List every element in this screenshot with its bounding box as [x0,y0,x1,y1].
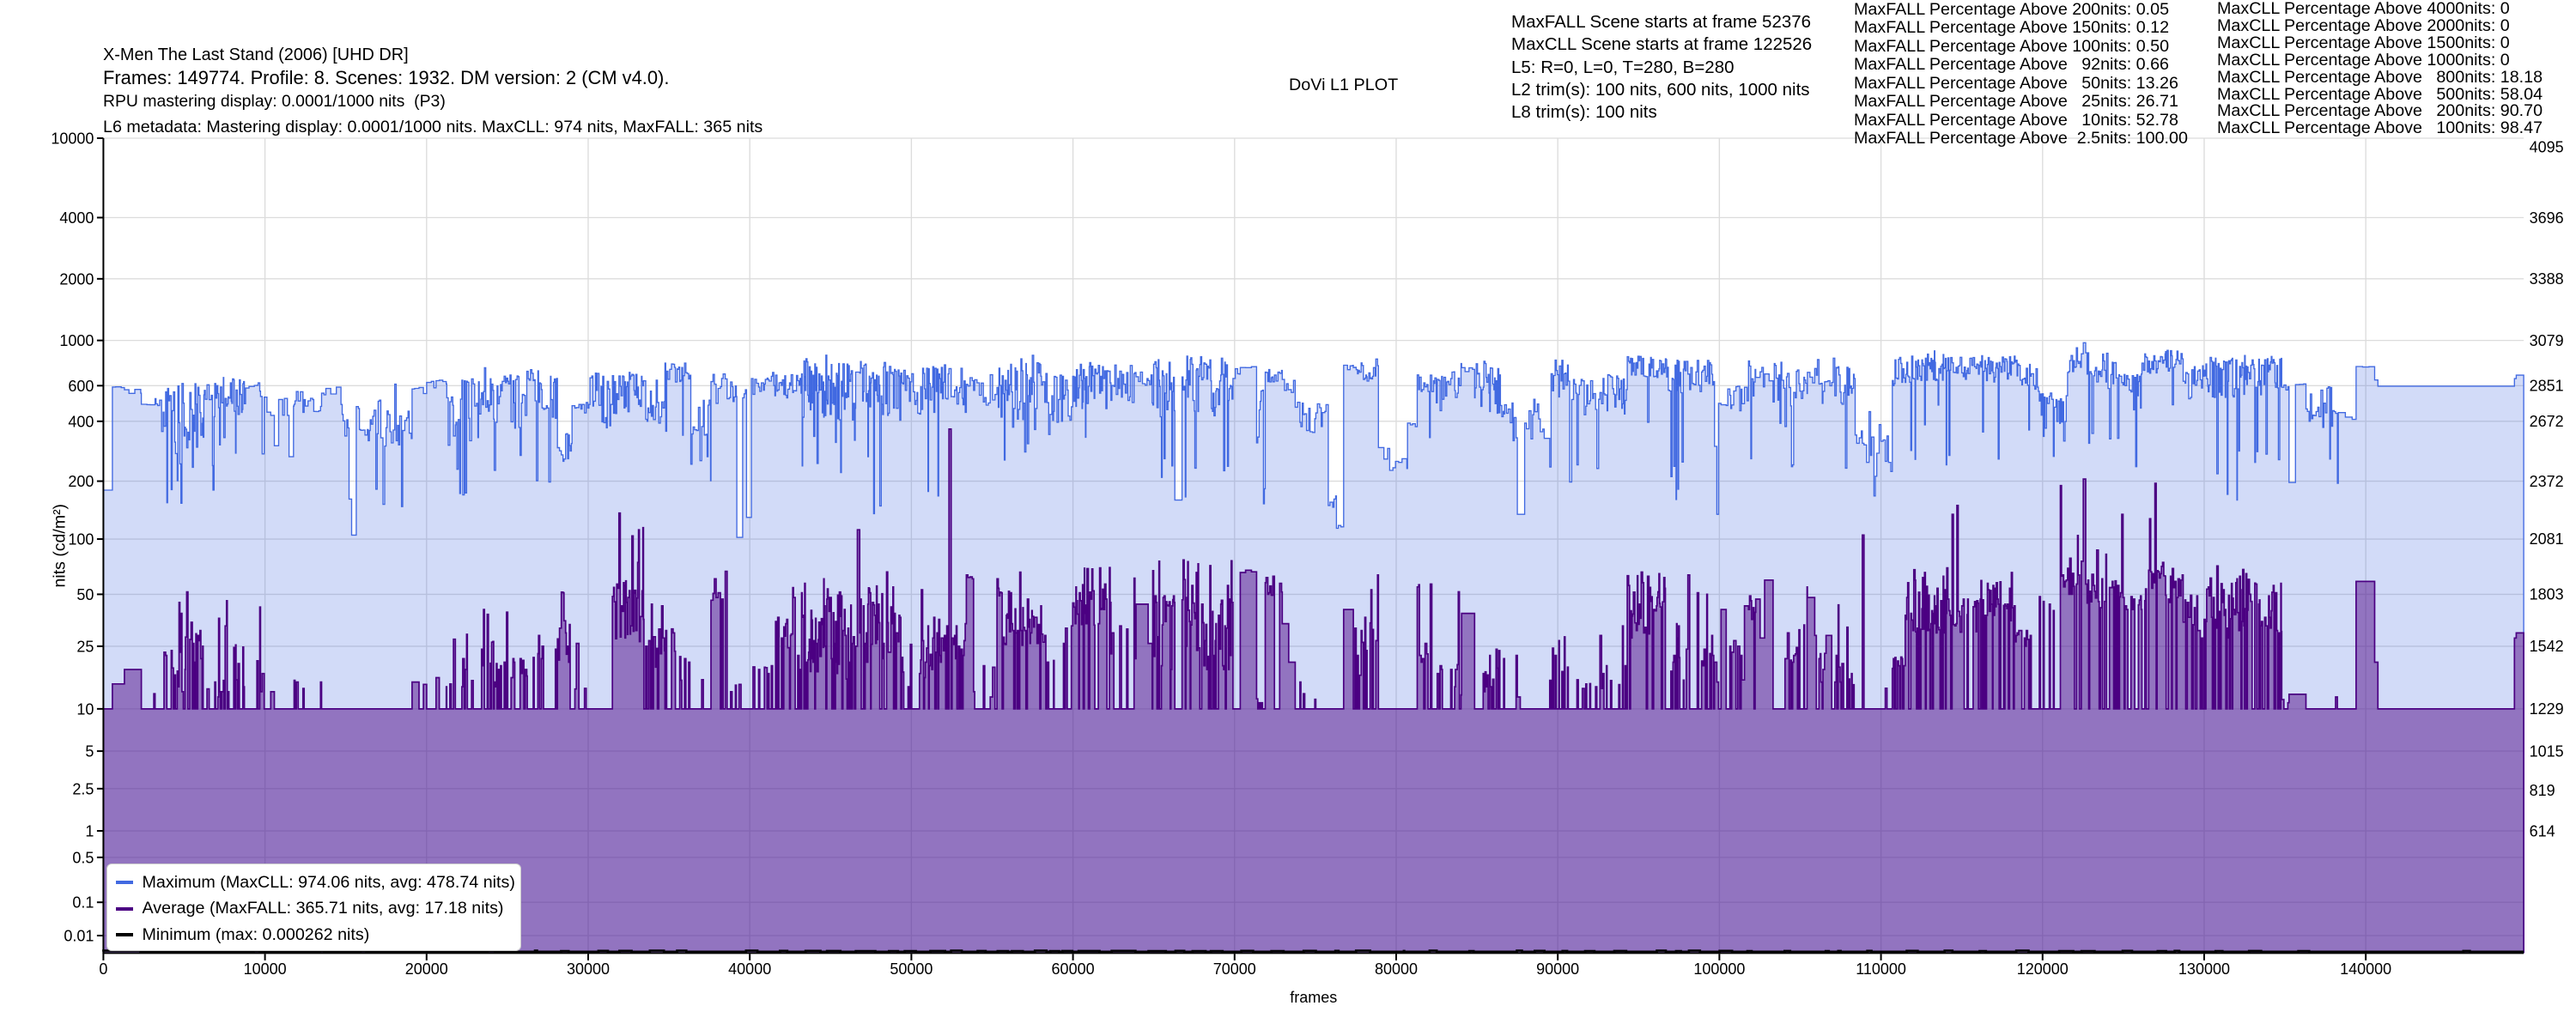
y-tick-label: 0.5 [72,849,94,866]
scene-info-line-3: L5: R=0, L=0, T=280, B=280 [1511,57,1735,77]
legend: Maximum (MaxCLL: 974.06 nits, avg: 478.7… [106,863,521,952]
y-tick-label: 0.01 [64,928,94,945]
maxcll-pct-block: MaxCLL Percentage Above 4000nits: 0 MaxCL… [2217,1,2543,137]
maxcll-pct-line-7: MaxCLL Percentage Above 200nits: 90.70 [2217,101,2543,121]
scene-info-line-1: MaxFALL Scene starts at frame 52376 [1511,12,1812,33]
y-tick-label: 400 [68,413,94,430]
x-tick-label: 0 [99,960,107,978]
scene-info-line-2: MaxCLL Scene starts at frame 122526 [1511,34,1813,55]
maxfall-pct-block: MaxFALL Percentage Above 200nits: 0.05 Ma… [1854,0,2188,148]
maxfall-pct-line-6: MaxFALL Percentage Above 25nits: 26.71 [1854,92,2178,112]
maxfall-pct-line-3: MaxFALL Percentage Above 100nits: 0.50 [1854,36,2170,56]
y-tick-label: 1 [85,823,94,840]
maxcll-pct-line-1: MaxCLL Percentage Above 4000nits: 0 [2217,0,2510,19]
y-tick-label: 4000 [59,209,94,227]
legend-item-minimum: Minimum (max: 0.000262 nits) [107,922,520,948]
maxcll-pct-line-2: MaxCLL Percentage Above 2000nits: 0 [2217,16,2510,36]
maximum-line-swatch [116,881,133,885]
average-line [102,428,2524,954]
title-block: X-Men The Last Stand (2006) [UHD DR] Fra… [103,0,762,135]
x-tick-label: 140000 [2340,960,2391,978]
x-tick-label: 90000 [1536,960,1579,978]
legend-label-minimum: Minimum (max: 0.000262 nits) [142,924,370,944]
legend-label-average: Average (MaxFALL: 365.71 nits, avg: 17.1… [142,899,504,918]
y2-tick-label: 1015 [2530,742,2564,760]
x-tick-label: 120000 [2017,960,2069,978]
y2-tick-label: 2081 [2530,530,2564,548]
y2-tick-label: 1229 [2530,700,2564,718]
x-tick-label: 80000 [1375,960,1418,978]
y-axis-label: nits (cd/m²) [51,504,70,588]
y2-tick-label: 1542 [2530,638,2564,655]
y-tick-label: 25 [76,638,94,655]
x-tick-label: 70000 [1213,960,1256,978]
y-tick-label: 1000 [59,332,94,349]
maxfall-pct-line-4: MaxFALL Percentage Above 92nits: 0.66 [1854,55,2170,75]
maxfall-pct-line-1: MaxFALL Percentage Above 200nits: 0.05 [1854,0,2170,19]
y-tick-label: 10 [76,700,94,718]
x-tick-label: 20000 [405,960,448,978]
x-axis-label: frames [1290,989,1337,1006]
title-line-2: Frames: 149774. Profile: 8. Scenes: 1932… [103,67,670,89]
y2-tick-label: 2672 [2530,413,2564,430]
legend-item-average: Average (MaxFALL: 365.71 nits, avg: 17.1… [107,896,520,923]
maxfall-pct-line-2: MaxFALL Percentage Above 150nits: 0.12 [1854,18,2170,38]
scene-info-block: MaxFALL Scene starts at frame 52376 MaxCL… [1511,11,1812,124]
tick-labels: 1000040002000100060040020010050251052.51… [51,130,2563,978]
y-tick-label: 200 [68,473,94,490]
x-tick-label: 60000 [1052,960,1095,978]
y-tick-label: 5 [85,743,94,760]
x-tick-label: 40000 [728,960,771,978]
minimum-line [102,949,2524,954]
y2-tick-label: 2851 [2530,378,2564,395]
scene-info-line-4: L2 trim(s): 100 nits, 600 nits, 1000 nit… [1511,79,1810,100]
y2-tick-label: 3079 [2530,332,2564,349]
plot-title: DoVi L1 PLOT [1289,75,1399,94]
maxcll-pct-line-5: MaxCLL Percentage Above 800nits: 18.18 [2217,67,2543,87]
y2-tick-label: 1803 [2530,586,2564,603]
y-tick-label: 2000 [59,270,94,288]
x-tick-label: 30000 [567,960,610,978]
x-tick-label: 130000 [2178,960,2230,978]
y2-tick-label: 3696 [2530,209,2564,227]
y2-tick-label: 4095 [2530,138,2564,155]
y-tick-label: 50 [76,586,94,603]
title-line-4: L6 metadata: Mastering display: 0.0001/1… [103,117,763,136]
y2-tick-label: 3388 [2530,270,2564,288]
y2-tick-label: 819 [2530,782,2555,799]
maximum-line [102,342,2524,954]
title-line-3: RPU mastering display: 0.0001/1000 nits … [103,92,446,112]
scene-info-line-5: L8 trim(s): 100 nits [1511,102,1657,122]
average-line-swatch [116,906,133,911]
y-tick-label: 0.1 [72,894,94,912]
axes-spines [102,138,2524,954]
title-line-1: X-Men The Last Stand (2006) [UHD DR] [103,45,409,65]
y2-tick-label: 614 [2530,822,2555,839]
maximum-area [103,342,2524,954]
x-tick-label: 10000 [244,960,287,978]
legend-item-maximum: Maximum (MaxCLL: 974.06 nits, avg: 478.7… [107,869,520,896]
x-tick-label: 110000 [1856,960,1906,978]
tick-marks [96,137,2367,960]
x-tick-label: 50000 [890,960,933,978]
maxfall-pct-line-8: MaxFALL Percentage Above 2.5nits: 100.00 [1854,129,2188,148]
maxcll-pct-line-8: MaxCLL Percentage Above 100nits: 98.47 [2217,118,2543,138]
y-tick-label: 100 [68,531,94,548]
maxfall-pct-line-7: MaxFALL Percentage Above 10nits: 52.78 [1854,110,2178,130]
y2-tick-label: 2372 [2530,473,2564,490]
legend-label-maximum: Maximum (MaxCLL: 974.06 nits, avg: 478.7… [142,872,515,892]
y-tick-label: 2.5 [72,780,94,797]
maxcll-pct-line-4: MaxCLL Percentage Above 1000nits: 0 [2217,50,2510,70]
y-tick-label: 10000 [51,130,94,148]
maxcll-pct-line-3: MaxCLL Percentage Above 1500nits: 0 [2217,33,2510,53]
minimum-line-swatch [116,933,133,937]
x-tick-label: 100000 [1693,960,1745,978]
y-tick-label: 600 [68,378,94,395]
average-area [103,428,2524,954]
maxfall-pct-line-5: MaxFALL Percentage Above 50nits: 13.26 [1854,73,2178,93]
maxcll-pct-line-6: MaxCLL Percentage Above 500nits: 58.04 [2217,84,2543,104]
